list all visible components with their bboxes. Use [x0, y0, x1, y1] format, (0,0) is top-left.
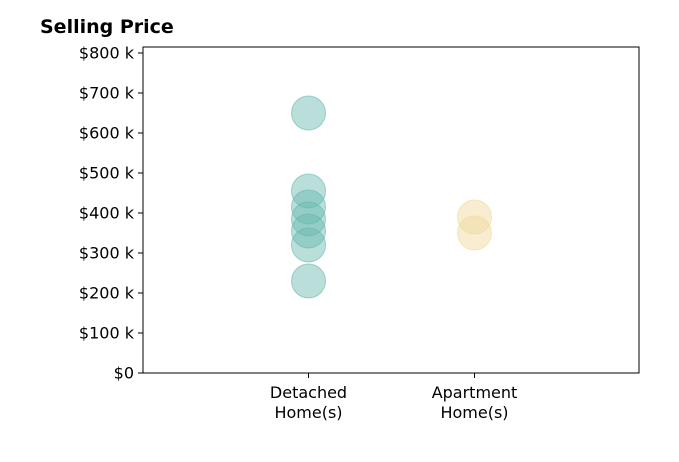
plot-frame	[142, 46, 640, 374]
data-point	[457, 199, 492, 235]
x-tick-label: Apartment Home(s)	[432, 383, 518, 422]
data-point	[291, 263, 326, 299]
data-point	[291, 227, 326, 263]
data-point	[291, 189, 326, 225]
data-point	[291, 173, 326, 209]
x-axis: Detached Home(s) Apartment Home(s)	[270, 373, 517, 422]
data-points	[291, 95, 492, 299]
y-tick-label: $300 k	[79, 244, 135, 263]
data-point	[457, 215, 492, 251]
y-tick-label: $0	[114, 364, 134, 383]
y-tick-label: $200 k	[79, 284, 135, 303]
chart-title: Selling Price	[40, 16, 174, 38]
y-tick-label: $400 k	[79, 204, 135, 223]
y-tick-label: $700 k	[79, 84, 135, 103]
y-tick-label: $500 k	[79, 164, 135, 183]
data-point	[291, 201, 326, 237]
y-tick-label: $100 k	[79, 324, 135, 343]
y-tick-label: $600 k	[79, 124, 135, 143]
data-point	[291, 95, 326, 131]
x-tick-label: Detached Home(s)	[270, 383, 347, 422]
y-tick-label: $800 k	[79, 44, 135, 63]
data-point	[291, 213, 326, 249]
y-axis: $0 $100 k $200 k $300 k $400 k $500 k $600 k $7…	[79, 44, 143, 383]
